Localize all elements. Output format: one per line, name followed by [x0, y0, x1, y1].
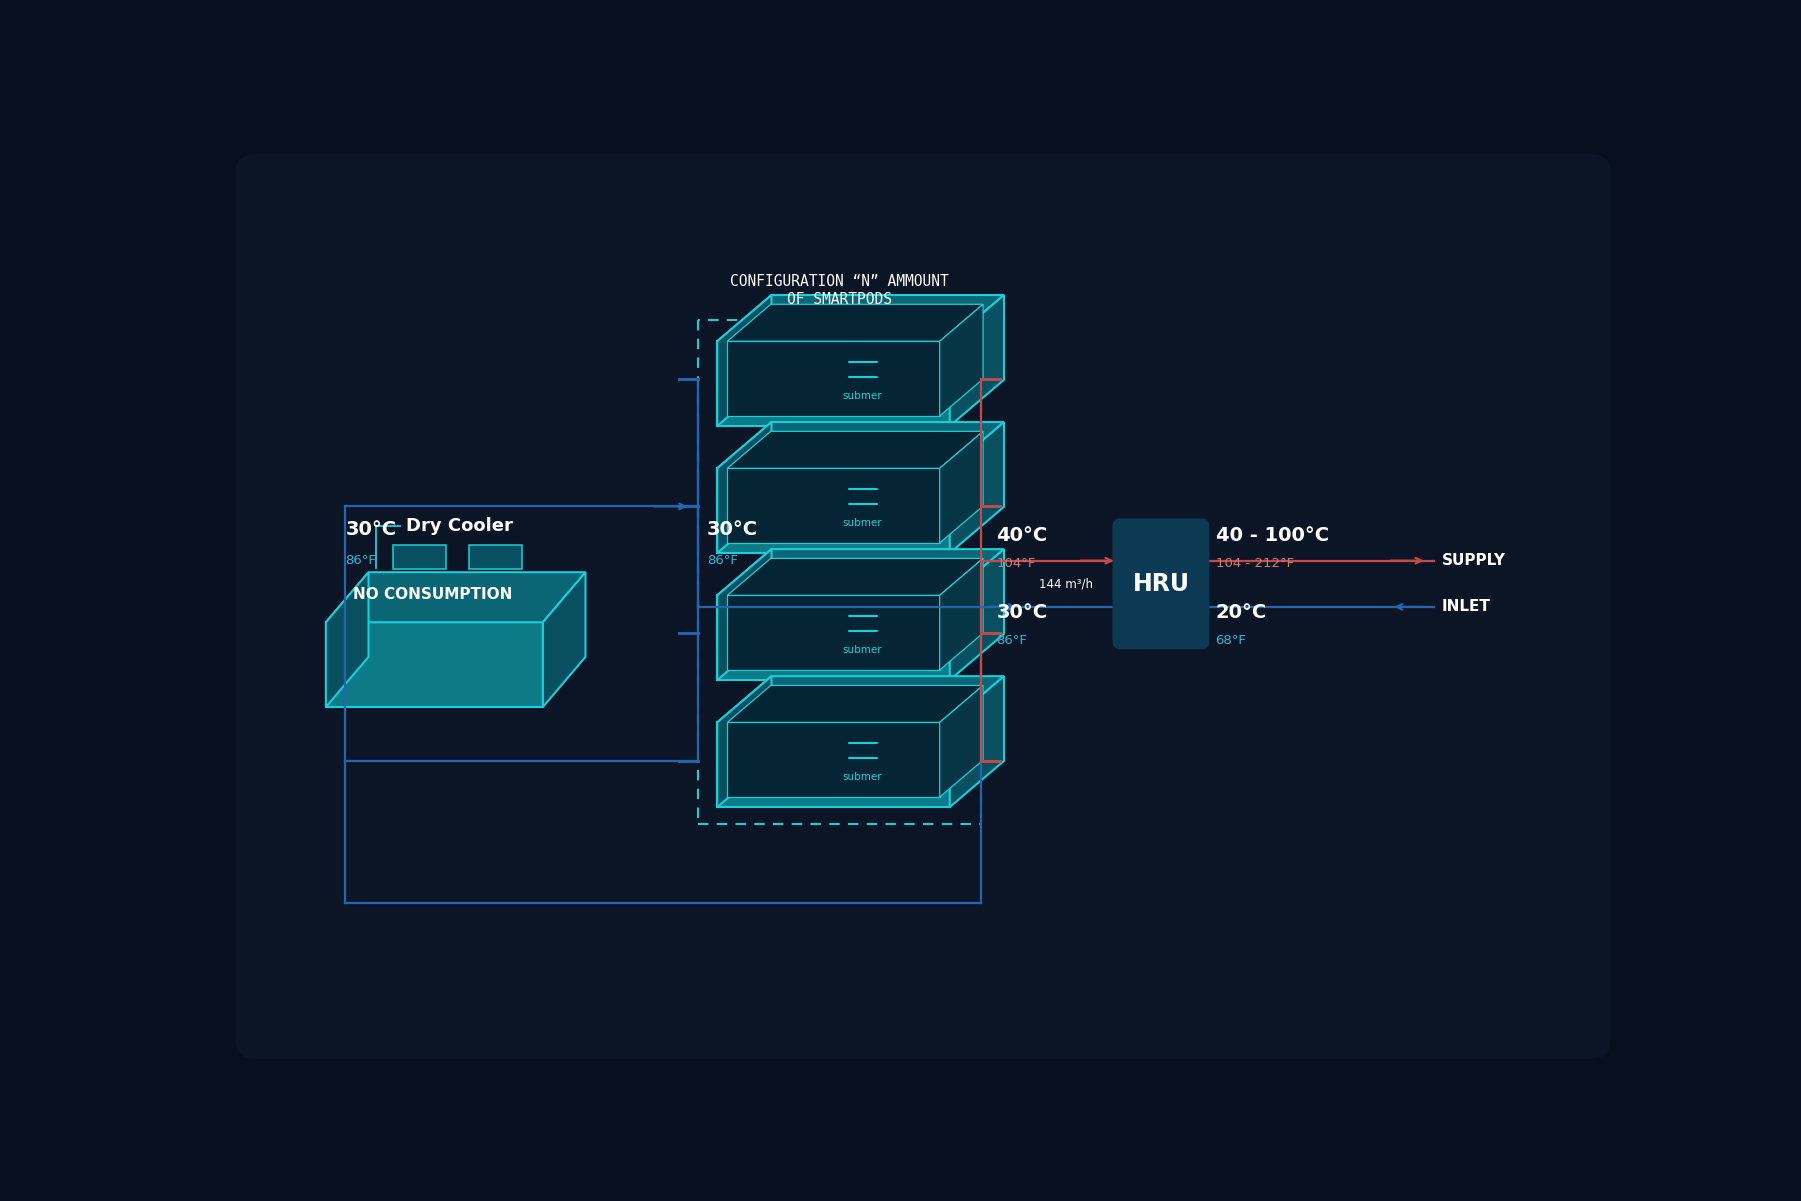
Text: CONFIGURATION “N” AMMOUNT
OF SMARTPODS: CONFIGURATION “N” AMMOUNT OF SMARTPODS: [729, 274, 949, 306]
Polygon shape: [717, 676, 1003, 722]
Polygon shape: [717, 422, 1003, 468]
Polygon shape: [940, 686, 983, 797]
Polygon shape: [949, 676, 1003, 807]
Polygon shape: [728, 431, 983, 468]
Polygon shape: [728, 686, 983, 722]
Text: Dry Cooler: Dry Cooler: [405, 518, 513, 534]
Polygon shape: [326, 572, 585, 622]
Text: 68°F: 68°F: [1216, 634, 1246, 647]
Text: 86°F: 86°F: [708, 554, 738, 567]
Polygon shape: [728, 304, 983, 341]
Text: INLET: INLET: [1443, 599, 1491, 615]
Polygon shape: [940, 431, 983, 543]
Polygon shape: [728, 596, 940, 670]
Polygon shape: [717, 341, 949, 426]
Polygon shape: [717, 295, 1003, 341]
Text: 86°F: 86°F: [996, 634, 1027, 647]
Text: submer: submer: [843, 518, 882, 528]
Polygon shape: [949, 295, 1003, 426]
Polygon shape: [940, 304, 983, 416]
Text: NO CONSUMPTION: NO CONSUMPTION: [353, 587, 511, 602]
Polygon shape: [728, 341, 940, 416]
Text: SUPPLY: SUPPLY: [1443, 554, 1506, 568]
Polygon shape: [717, 549, 1003, 596]
Text: submer: submer: [843, 392, 882, 401]
Polygon shape: [542, 572, 585, 707]
Text: submer: submer: [843, 645, 882, 656]
Polygon shape: [717, 596, 949, 680]
Text: 40°C: 40°C: [996, 526, 1048, 545]
Text: 104°F: 104°F: [996, 557, 1036, 569]
Polygon shape: [949, 549, 1003, 680]
Text: 144 m³/h: 144 m³/h: [1039, 578, 1093, 590]
Text: 20°C: 20°C: [1216, 603, 1266, 622]
Polygon shape: [940, 558, 983, 670]
Polygon shape: [717, 422, 771, 552]
Text: 30°C: 30°C: [708, 520, 758, 539]
Text: 86°F: 86°F: [346, 554, 376, 567]
Polygon shape: [326, 572, 369, 707]
Polygon shape: [393, 544, 447, 569]
Polygon shape: [728, 468, 940, 543]
Text: 40 - 100°C: 40 - 100°C: [1216, 526, 1329, 545]
Polygon shape: [717, 722, 949, 807]
Text: HRU: HRU: [1133, 572, 1189, 596]
Text: 104 - 212°F: 104 - 212°F: [1216, 557, 1293, 569]
Text: submer: submer: [843, 772, 882, 782]
Polygon shape: [470, 544, 522, 569]
Polygon shape: [728, 722, 940, 797]
Polygon shape: [717, 468, 949, 552]
Polygon shape: [949, 422, 1003, 552]
FancyBboxPatch shape: [236, 154, 1610, 1059]
Polygon shape: [728, 558, 983, 596]
Polygon shape: [717, 295, 771, 426]
Polygon shape: [717, 676, 771, 807]
Polygon shape: [717, 549, 771, 680]
FancyBboxPatch shape: [1113, 519, 1210, 650]
Polygon shape: [326, 622, 542, 707]
Text: 30°C: 30°C: [346, 520, 396, 539]
Text: 30°C: 30°C: [996, 603, 1048, 622]
